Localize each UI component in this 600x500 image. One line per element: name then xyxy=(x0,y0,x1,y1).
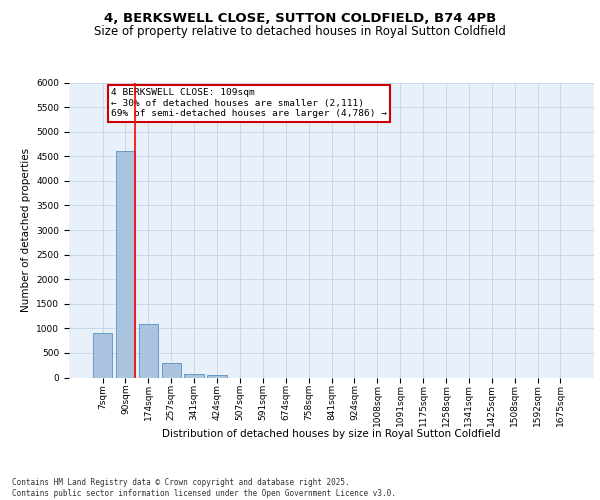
Bar xyxy=(116,152,135,378)
X-axis label: Distribution of detached houses by size in Royal Sutton Coldfield: Distribution of detached houses by size … xyxy=(162,428,501,438)
Y-axis label: Number of detached properties: Number of detached properties xyxy=(21,148,31,312)
Text: Size of property relative to detached houses in Royal Sutton Coldfield: Size of property relative to detached ho… xyxy=(94,25,506,38)
Bar xyxy=(161,363,181,378)
Bar xyxy=(208,375,227,378)
Bar xyxy=(93,333,112,378)
Bar xyxy=(184,374,204,378)
Text: 4 BERKSWELL CLOSE: 109sqm
← 30% of detached houses are smaller (2,111)
69% of se: 4 BERKSWELL CLOSE: 109sqm ← 30% of detac… xyxy=(111,88,387,118)
Bar xyxy=(139,324,158,378)
Text: Contains HM Land Registry data © Crown copyright and database right 2025.
Contai: Contains HM Land Registry data © Crown c… xyxy=(12,478,396,498)
Text: 4, BERKSWELL CLOSE, SUTTON COLDFIELD, B74 4PB: 4, BERKSWELL CLOSE, SUTTON COLDFIELD, B7… xyxy=(104,12,496,26)
